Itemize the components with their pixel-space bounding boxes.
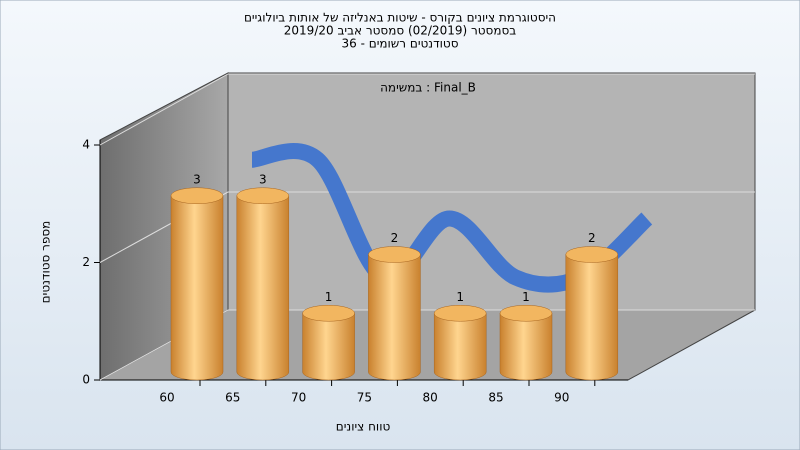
value-label: 3 (193, 172, 201, 186)
bar-body (302, 313, 355, 381)
title-line: היסטוגרמת ציונים בקורס - שיטות באנליזה ש… (244, 11, 556, 25)
value-label: 1 (522, 290, 530, 304)
bar-body (368, 254, 421, 381)
title-line: בסמסטר (02/2019) סמסטר אביב 2019/20 (284, 24, 516, 38)
x-tick-label: 80 (423, 391, 438, 405)
bar-top (565, 246, 619, 263)
x-tick-label: 75 (357, 391, 372, 405)
bar (302, 305, 355, 381)
value-label: 2 (391, 231, 399, 245)
bar-top (302, 305, 355, 322)
bar-top (433, 305, 487, 322)
bar-body (499, 313, 553, 381)
y-tick-label: 2 (82, 255, 90, 269)
bar (236, 187, 290, 381)
bar-body (236, 195, 290, 381)
bar-body (170, 195, 224, 381)
bar (433, 305, 487, 381)
x-tick-label: 85 (488, 391, 503, 405)
title: היסטוגרמת ציונים בקורס - שיטות באנליזה ש… (244, 11, 556, 51)
y-axis-label: מספר סטודנטים (39, 221, 53, 304)
x-tick-label: 90 (554, 391, 569, 405)
bar-top (368, 246, 421, 263)
y-tick-label: 4 (82, 138, 90, 152)
value-label: 3 (259, 172, 267, 186)
value-label: 2 (588, 231, 596, 245)
bar (368, 246, 421, 381)
bar-body (433, 313, 487, 381)
bar (499, 305, 553, 381)
bar-top (170, 187, 224, 204)
title-line: סטודנטים רשומים - 36 (341, 37, 458, 51)
bar (565, 246, 619, 381)
x-tick-label: 70 (291, 391, 306, 405)
y-tick-label: 0 (82, 373, 90, 387)
value-label: 1 (325, 290, 333, 304)
bar (170, 187, 224, 381)
bar-body (565, 254, 619, 381)
bar-top (236, 187, 290, 204)
grid-line (99, 73, 229, 146)
annotation: במשימה : Final_B (380, 81, 476, 95)
x-axis-label: טווח ציונים (336, 420, 391, 434)
x-tick-label: 65 (225, 391, 240, 405)
x-tick-label: 60 (159, 391, 174, 405)
bar-top (499, 305, 553, 322)
value-label: 1 (456, 290, 464, 304)
